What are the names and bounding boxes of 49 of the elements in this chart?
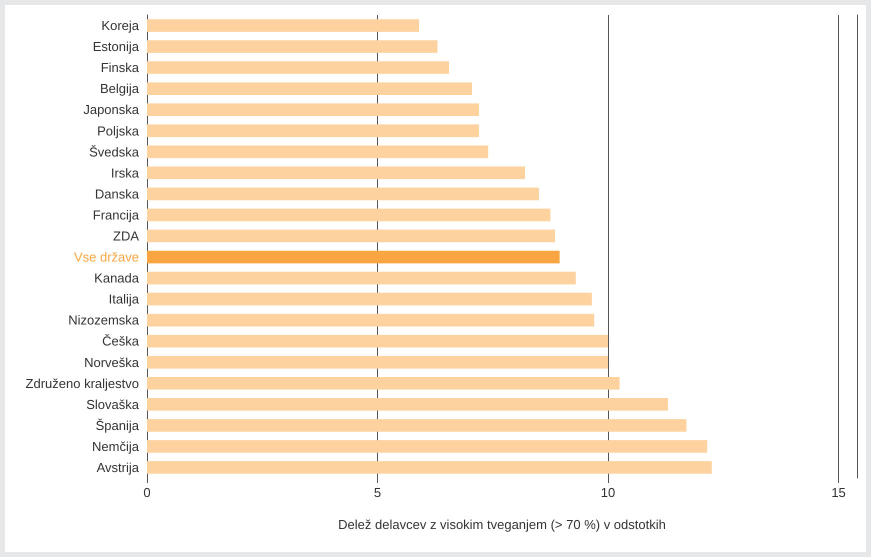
bar: [147, 356, 608, 369]
y-tick-label: Irska: [110, 165, 140, 180]
y-tick-label: Avstrija: [96, 460, 140, 475]
y-tick-label: Španija: [96, 418, 140, 433]
bar: [147, 292, 592, 306]
bar: [147, 103, 479, 116]
bar: [147, 440, 708, 453]
y-tick-label: Francija: [92, 207, 140, 222]
y-tick-label: Finska: [100, 60, 140, 76]
x-tick-label: 10: [600, 485, 616, 500]
x-tick-label: 15: [831, 485, 846, 500]
y-tick-label: Estonija: [92, 39, 140, 54]
bar: [147, 124, 479, 138]
y-tick-label: Norveška: [84, 354, 140, 370]
y-tick-label: Italija: [108, 292, 140, 307]
x-axis-title: Delež delavcev z visokim tveganjem (> 70 %) v odstotkih: [338, 517, 666, 532]
bar: [147, 61, 449, 74]
y-tick-label: Nizozemska: [68, 312, 140, 328]
bar: [147, 145, 488, 158]
bar: [147, 398, 668, 411]
y-tick-label: Češka: [102, 334, 140, 349]
y-tick-label: Belgija: [100, 81, 140, 96]
y-tick-label: Slovaška: [86, 396, 140, 412]
y-tick-label: Koreja: [101, 18, 140, 34]
bar: [147, 82, 472, 95]
x-tick-label: 5: [374, 485, 382, 500]
y-tick-label: Danska: [94, 186, 140, 202]
bar: [147, 188, 539, 200]
x-tick-label: 0: [143, 485, 151, 500]
bar: [147, 461, 712, 474]
y-tick-label: Švedska: [89, 144, 140, 160]
bar: [147, 250, 560, 264]
y-tick-label: Japonska: [83, 102, 140, 118]
bar: [147, 314, 594, 326]
y-tick-label: Združeno kraljestvo: [26, 376, 139, 391]
bar: [147, 376, 620, 390]
bar: [147, 419, 686, 432]
y-tick-label: Nemčija: [92, 438, 140, 454]
bar: [147, 19, 420, 32]
y-tick-label: ZDA: [113, 228, 140, 244]
bar: [147, 208, 550, 222]
bar: [147, 230, 556, 242]
y-tick-label: Vse države: [74, 250, 139, 265]
bar: [147, 40, 438, 53]
y-tick-label: Kanada: [94, 270, 140, 286]
bar: [147, 334, 608, 348]
bar: [147, 272, 576, 284]
y-tick-label: Poljska: [97, 123, 140, 138]
bar: [147, 166, 526, 180]
